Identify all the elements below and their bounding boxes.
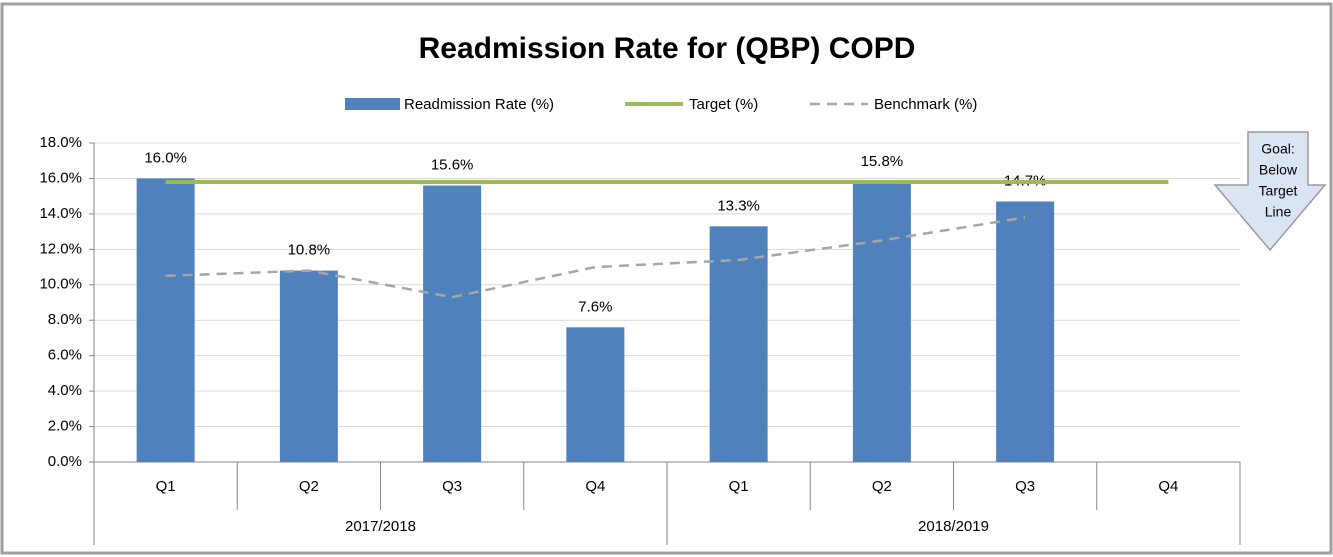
y-tick-label: 16.0% [39,169,82,186]
annotation-text: Target [1259,183,1298,199]
data-label: 15.6% [431,157,474,174]
bar [423,185,482,463]
x-tick-label: Q4 [1158,478,1178,495]
bar [136,178,195,462]
bar [279,270,338,462]
group-label: 2018/2019 [918,518,989,535]
bar [709,226,768,462]
y-tick-label: 0.0% [48,453,82,470]
group-label: 2017/2018 [345,518,416,535]
data-label: 7.6% [578,298,612,315]
y-tick-label: 18.0% [39,134,82,151]
y-tick-label: 14.0% [39,205,82,222]
annotation-text: Line [1265,204,1292,220]
legend-label: Target (%) [689,96,758,113]
data-label: 13.3% [717,197,760,214]
bar [996,201,1055,462]
y-tick-label: 12.0% [39,240,82,257]
data-label: 15.8% [861,153,904,170]
annotation-text: Goal: [1261,141,1294,157]
y-tick-label: 10.0% [39,276,82,293]
data-label: 16.0% [144,149,187,166]
x-tick-label: Q3 [442,478,462,495]
x-tick-label: Q2 [299,478,319,495]
y-tick-label: 4.0% [48,382,82,399]
legend-label: Readmission Rate (%) [404,96,554,113]
x-tick-label: Q1 [729,478,749,495]
x-tick-label: Q1 [156,478,176,495]
y-tick-label: 8.0% [48,311,82,328]
x-tick-label: Q2 [872,478,892,495]
y-tick-label: 2.0% [48,418,82,435]
bar [566,327,625,462]
legend-swatch [345,98,400,110]
x-tick-label: Q3 [1015,478,1035,495]
annotation-text: Below [1259,162,1298,178]
chart-title: Readmission Rate for (QBP) COPD [419,32,916,65]
data-label: 10.8% [288,242,331,259]
x-tick-label: Q4 [585,478,605,495]
goal-arrow [1213,131,1327,252]
bar [852,181,911,462]
line-series [165,216,1026,299]
legend-label: Benchmark (%) [874,96,977,113]
y-tick-label: 6.0% [48,347,82,364]
